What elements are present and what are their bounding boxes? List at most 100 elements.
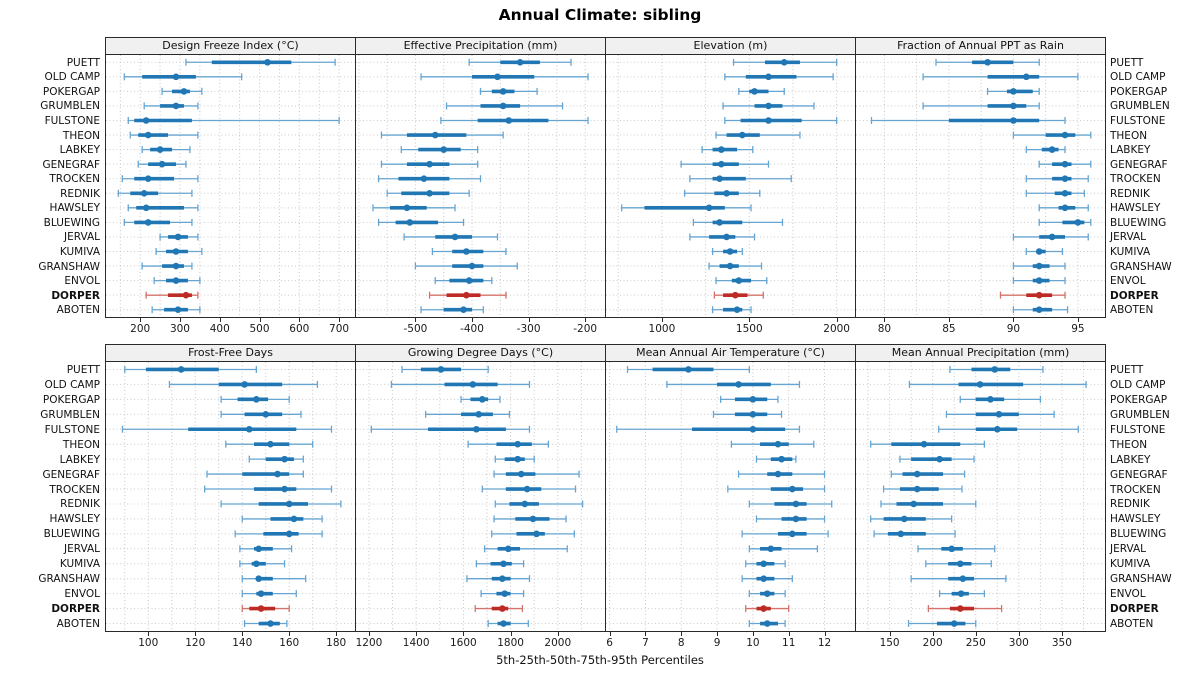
- interval-dorper: [474, 605, 524, 613]
- x-tick-label: 500: [249, 323, 270, 335]
- interval-theon: [380, 131, 504, 139]
- interval-trocken: [481, 485, 577, 493]
- interval-rednik: [220, 500, 342, 508]
- interval-bluewing: [692, 218, 784, 226]
- interval-bluewing: [1038, 218, 1092, 226]
- panel-plot: [856, 55, 1105, 317]
- station-label-left-trocken: TROCKEN: [49, 483, 100, 496]
- station-label-right-puett: PUETT: [1110, 56, 1144, 69]
- interval-genegraf: [493, 470, 580, 478]
- interval-aboten: [907, 620, 977, 628]
- x-tick-label: 11: [782, 637, 796, 649]
- station-label-left-labkey: LABKEY: [59, 144, 100, 157]
- interval-fulstone: [870, 117, 1066, 124]
- interval-grumblen: [220, 410, 302, 418]
- x-tick-label: 200: [130, 323, 151, 335]
- x-tick-label: 1400: [402, 637, 430, 649]
- station-label-right-jerval: JERVAL: [1110, 231, 1146, 244]
- x-axis-tick: [948, 318, 950, 322]
- station-label-right-genegraf: GENEGRAF: [1110, 158, 1168, 171]
- station-label-left-trocken: TROCKEN: [49, 173, 100, 186]
- station-label-right-jerval: JERVAL: [1110, 543, 1146, 556]
- interval-puett: [401, 365, 489, 373]
- station-label-right-genegraf: GENEGRAF: [1110, 468, 1168, 481]
- station-label-right-theon: THEON: [1110, 129, 1148, 142]
- station-label-left-pokergap: POKERGAP: [42, 393, 100, 406]
- x-tick-label: 120: [185, 637, 206, 649]
- interval-trocken: [882, 485, 963, 493]
- station-label-left-dorper: DORPER: [51, 603, 100, 616]
- x-axis-tick: [1077, 318, 1079, 322]
- x-tick-label: 1800: [497, 637, 524, 649]
- interval-bluewing: [873, 530, 956, 538]
- interval-kumiva: [745, 560, 786, 568]
- station-label-left-rednik: REDNIK: [60, 187, 100, 200]
- x-axis-tick: [368, 632, 370, 636]
- interval-aboten: [748, 620, 786, 628]
- x-axis-tick: [510, 632, 512, 636]
- station-label-left-bluewing: BLUEWING: [43, 216, 100, 229]
- x-axis-tick: [1018, 632, 1020, 636]
- interval-rednik: [117, 189, 193, 197]
- interval-pokergap: [479, 87, 538, 95]
- interval-dorper: [745, 605, 790, 613]
- station-label-left-kumiva: KUMIVA: [59, 558, 100, 571]
- interval-rednik: [386, 189, 470, 197]
- station-label-left-kumiva: KUMIVA: [59, 246, 100, 258]
- interval-bluewing: [123, 218, 193, 226]
- interval-genegraf: [737, 470, 826, 478]
- interval-grumblen: [712, 410, 783, 418]
- interval-genegraf: [380, 160, 479, 168]
- x-axis-tick: [336, 632, 338, 636]
- x-axis-tick: [836, 318, 838, 322]
- x-axis-tick: [299, 318, 301, 322]
- interval-genegraf: [1038, 160, 1092, 168]
- station-label-right-envol: ENVOL: [1110, 588, 1146, 601]
- x-tick-label: 9: [713, 637, 721, 649]
- x-axis-tick: [889, 632, 891, 636]
- panel-header: Mean Annual Precipitation (mm): [856, 345, 1105, 362]
- x-axis-tick: [289, 632, 291, 636]
- interval-jerval: [1012, 233, 1089, 241]
- station-label-left-hawsley: HAWSLEY: [49, 513, 100, 526]
- interval-granshaw: [708, 262, 763, 270]
- station-label-left-granshaw: GRANSHAW: [38, 573, 100, 586]
- interval-fulstone: [440, 117, 589, 124]
- station-label-right-hawsley: HAWSLEY: [1110, 513, 1161, 526]
- x-axis-tick: [148, 632, 150, 636]
- interval-kumiva: [711, 248, 743, 255]
- interval-trocken: [1025, 175, 1089, 183]
- station-label-left-labkey: LABKEY: [59, 453, 100, 466]
- panel-header: Frost-Free Days: [106, 345, 355, 362]
- interval-aboten: [243, 620, 288, 628]
- station-label-right-fulstone: FULSTONE: [1110, 423, 1166, 436]
- interval-grumblen: [722, 102, 815, 110]
- station-label-right-puett: PUETT: [1110, 363, 1144, 376]
- station-label-left-hawsley: HAWSLEY: [49, 202, 100, 215]
- x-tick-label: 350: [1051, 637, 1072, 649]
- x-tick-label: 200: [922, 637, 943, 649]
- interval-jerval: [689, 233, 756, 241]
- interval-kumiva: [925, 560, 992, 568]
- interval-envol: [715, 277, 768, 285]
- station-label-left-envol: ENVOL: [64, 588, 100, 601]
- station-label-left-rednik: REDNIK: [60, 498, 100, 511]
- x-axis-tick: [339, 318, 341, 322]
- x-tick-label: 100: [138, 637, 159, 649]
- station-label-right-theon: THEON: [1110, 438, 1148, 451]
- station-label-left-grumblen: GRUMBLEN: [40, 100, 100, 113]
- x-axis-tick: [585, 318, 587, 322]
- station-label-right-grumblen: GRUMBLEN: [1110, 408, 1170, 421]
- panel-header: Mean Annual Air Temperature (°C): [606, 345, 855, 362]
- x-axis-tick: [463, 632, 465, 636]
- interval-pokergap: [460, 395, 501, 403]
- station-label-left-jerval: JERVAL: [64, 231, 100, 244]
- x-tick-label: -500: [403, 323, 428, 335]
- panel-growing-degree-days-c: Growing Degree Days (°C): [355, 344, 606, 632]
- panel-mean-annual-precipitation-mm: Mean Annual Precipitation (mm): [855, 344, 1106, 632]
- panel-mean-annual-air-temperature-c: Mean Annual Air Temperature (°C): [605, 344, 856, 632]
- interval-kumiva: [1025, 248, 1064, 255]
- interval-puett: [468, 58, 572, 66]
- panel-header: Elevation (m): [606, 38, 855, 55]
- station-label-left-bluewing: BLUEWING: [43, 528, 100, 541]
